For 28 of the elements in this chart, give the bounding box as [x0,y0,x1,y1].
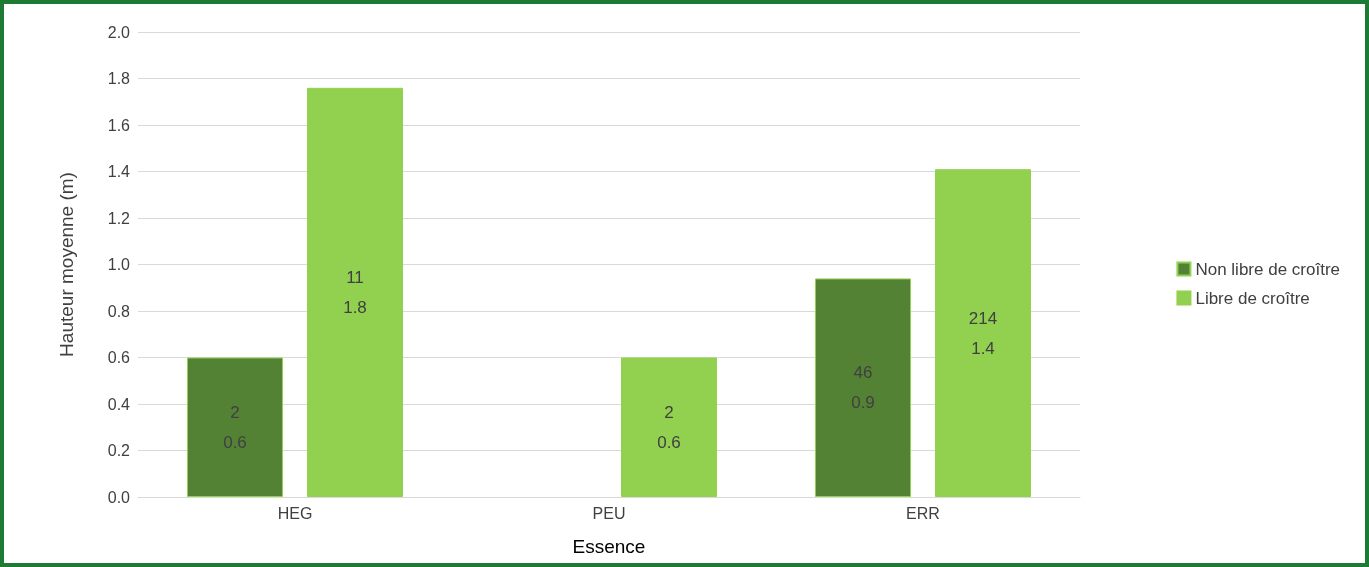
legend-label: Non libre de croître [1195,259,1341,279]
bar [935,169,1031,497]
data-label: 214 1.4 [968,308,998,358]
legend-label: Libre de croître [1195,288,1310,308]
text: 0.4 [107,395,130,413]
data-label: 2 0.6 [657,402,681,452]
bar [815,278,911,497]
text: 0.8 [107,302,130,320]
data-label: 11 1.8 [343,267,367,317]
bar [621,357,717,497]
x-tick-label: ERR [906,504,940,522]
text: 1.2 [107,209,130,227]
text: 1.6 [107,116,130,134]
text: 0.0 [107,488,130,506]
x-axis-title: Essence [572,536,646,557]
data-label: 2 0.6 [223,402,247,452]
bar [187,357,283,497]
y-axis-title: Hauteur moyenne (m) [56,172,77,357]
text: 0.2 [107,442,130,459]
text: 0.6 [107,349,130,366]
bar [307,87,403,497]
text: 1.8 [107,70,130,87]
x-tick-label: HEG [277,504,313,522]
text: 2.0 [107,23,130,41]
text: 1.4 [107,163,130,180]
text: 1.0 [107,256,130,273]
x-tick-label: PEU [592,504,626,522]
data-label: 46 0.9 [851,363,875,413]
